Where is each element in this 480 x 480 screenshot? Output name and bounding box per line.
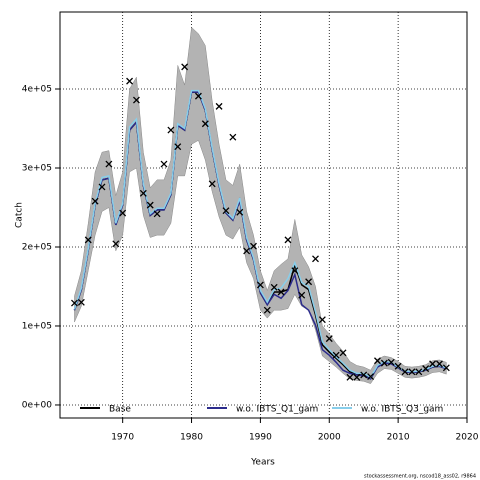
x-tick-label: 1990	[249, 433, 272, 443]
observed-marker	[208, 180, 216, 188]
observed-marker	[153, 210, 161, 218]
legend-label: w.o. IBTS_Q3_gam	[361, 405, 443, 415]
observed-marker	[105, 160, 113, 168]
observed-marker	[243, 247, 251, 255]
x-tick-label: 2020	[456, 433, 479, 443]
observed-marker	[139, 189, 147, 197]
observed-marker	[415, 368, 423, 376]
observed-marker	[435, 360, 443, 368]
observed-marker	[284, 236, 292, 244]
observed-marker	[77, 298, 85, 306]
observed-marker	[374, 357, 381, 365]
y-tick-label: 3e+05	[22, 164, 52, 174]
observed-marker	[353, 373, 361, 381]
observed-marker	[167, 126, 175, 134]
observed-marker	[98, 183, 106, 191]
observed-marker	[132, 96, 140, 104]
observed-marker	[298, 291, 306, 299]
observed-marker	[401, 368, 409, 376]
observed-marker	[394, 362, 402, 370]
observed-marker	[270, 283, 278, 291]
observed-marker	[174, 143, 182, 151]
observed-marker	[408, 368, 416, 376]
observed-marker	[119, 209, 127, 217]
observed-marker	[215, 102, 223, 110]
observed-marker	[222, 207, 230, 215]
plot-frame	[59, 11, 468, 419]
observed-marker	[256, 281, 264, 289]
observed-marker	[429, 360, 437, 368]
observed-marker	[84, 236, 92, 244]
observed-marker	[325, 335, 333, 343]
observed-marker	[346, 373, 354, 381]
y-tick-label: 1e+05	[22, 321, 52, 331]
observed-marker	[71, 299, 78, 307]
observed-marker	[332, 351, 340, 359]
observed-marker	[422, 365, 430, 373]
x-tick-label: 2010	[387, 433, 410, 443]
observed-marker	[91, 197, 99, 205]
observed-marker	[367, 373, 375, 380]
y-axis-label: Catch	[15, 202, 25, 228]
legend-label: w.o. IBTS_Q1_gam	[236, 405, 318, 415]
observed-marker	[312, 255, 319, 263]
observed-marker	[160, 160, 168, 168]
y-tick-label: 0e+00	[22, 400, 53, 410]
observed-marker	[442, 364, 450, 372]
observed-marker	[236, 208, 244, 216]
observed-marker	[305, 278, 313, 286]
observed-marker	[318, 316, 326, 324]
series-line	[73, 89, 447, 379]
observed-marker	[277, 288, 285, 296]
observed-marker	[387, 358, 395, 366]
observed-marker	[263, 306, 271, 314]
x-tick-label: 1970	[111, 433, 134, 443]
observed-marker	[250, 242, 257, 250]
x-axis-label: Years	[250, 458, 275, 468]
y-tick-label: 4e+05	[22, 85, 52, 95]
observed-marker	[126, 77, 134, 85]
observed-marker	[112, 240, 120, 248]
observed-marker	[194, 92, 202, 100]
observed-marker	[229, 133, 237, 141]
x-tick-label: 1980	[180, 433, 203, 443]
legend-label: Base	[109, 405, 131, 415]
footnote: stockassessment.org, nscod18_ass02, r986…	[364, 474, 476, 480]
observed-marker	[380, 359, 388, 367]
observed-marker	[291, 267, 299, 275]
observed-marker	[181, 63, 189, 71]
observed-marker	[146, 201, 154, 209]
observed-marker	[360, 371, 368, 379]
observed-marker	[201, 120, 209, 128]
observed-marker	[339, 349, 347, 357]
x-tick-label: 2000	[318, 433, 341, 443]
y-tick-label: 2e+05	[22, 242, 52, 252]
